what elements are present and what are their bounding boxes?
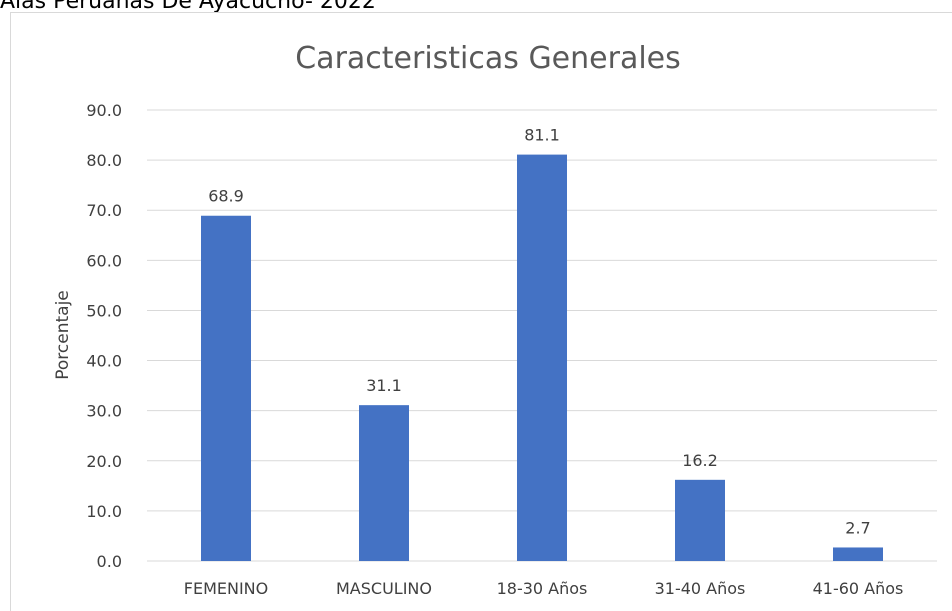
header-text: Alas Peruanas De Ayacucho- 2022 [0,0,376,14]
y-tick-label: 40.0 [86,352,122,371]
x-tick-label: MASCULINO [336,579,432,598]
y-tick-label: 10.0 [86,502,122,521]
x-tick-label: 41-60 Años [813,579,904,598]
data-label: 68.9 [208,187,244,206]
data-label: 2.7 [845,518,870,537]
x-tick-label: 18-30 Años [497,579,588,598]
bar [359,405,409,561]
y-tick-label: 30.0 [86,402,122,421]
y-tick-label: 80.0 [86,151,122,170]
chart-border [10,12,952,611]
y-tick-label: 20.0 [86,452,122,471]
y-tick-label: 90.0 [86,101,122,120]
y-axis-label: Porcentaje [53,290,73,380]
chart-title: Caracteristicas Generales [295,41,681,76]
y-tick-label: 0.0 [97,552,122,571]
bar [517,154,567,562]
x-tick-label: FEMENINO [184,579,268,598]
data-label: 31.1 [366,376,402,395]
x-tick-label: 31-40 Años [655,579,746,598]
y-tick-label: 70.0 [86,201,122,220]
bar [675,479,725,561]
data-label: 16.2 [682,451,718,470]
data-label: 81.1 [524,126,560,145]
bar [201,215,251,562]
y-tick-label: 60.0 [86,251,122,270]
y-tick-label: 50.0 [86,301,122,320]
bar [833,547,883,561]
